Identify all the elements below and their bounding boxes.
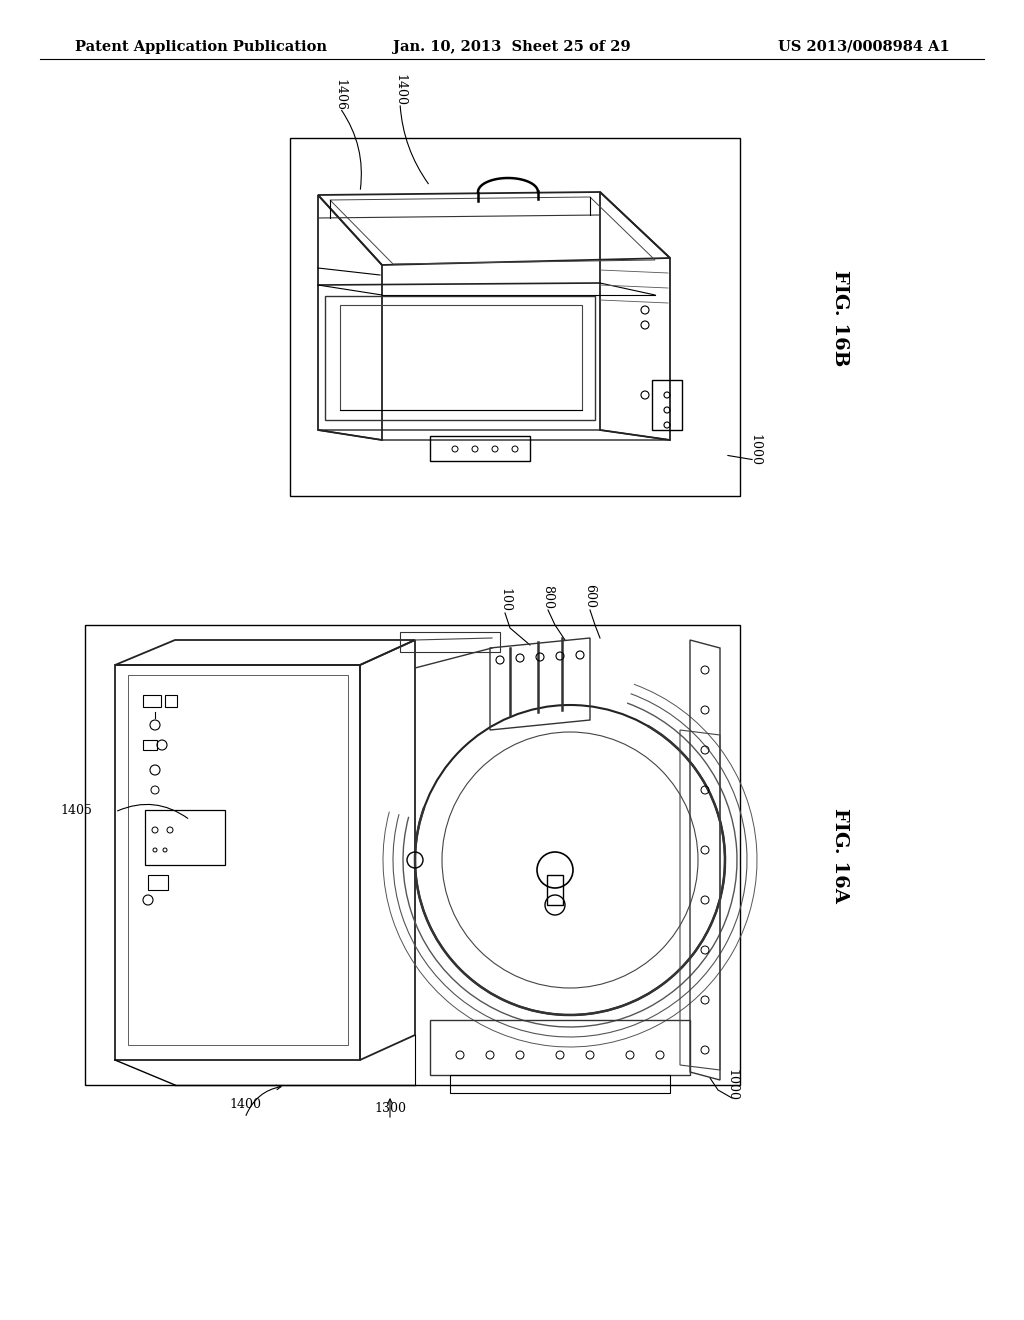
Text: 100: 100 xyxy=(499,587,512,612)
Bar xyxy=(148,875,168,890)
Bar xyxy=(290,139,740,496)
Text: Jan. 10, 2013  Sheet 25 of 29: Jan. 10, 2013 Sheet 25 of 29 xyxy=(393,40,631,54)
Bar xyxy=(85,624,740,1085)
Text: 1406: 1406 xyxy=(334,79,346,111)
Bar xyxy=(450,1074,670,1093)
Text: 1300: 1300 xyxy=(374,1101,406,1114)
Text: 800: 800 xyxy=(542,585,555,609)
Text: FIG. 16A: FIG. 16A xyxy=(831,808,849,903)
Text: 1000: 1000 xyxy=(749,434,762,466)
Bar xyxy=(143,696,161,708)
Bar xyxy=(652,380,682,430)
Bar xyxy=(145,810,225,865)
Text: US 2013/0008984 A1: US 2013/0008984 A1 xyxy=(778,40,950,54)
Text: 600: 600 xyxy=(584,583,597,609)
Bar xyxy=(143,741,157,750)
Text: FIG. 16B: FIG. 16B xyxy=(831,269,849,366)
Bar xyxy=(430,436,530,461)
Text: Patent Application Publication: Patent Application Publication xyxy=(75,40,327,54)
Bar xyxy=(400,632,500,652)
Text: 1400: 1400 xyxy=(393,74,407,106)
Text: 1400: 1400 xyxy=(229,1098,261,1111)
Bar xyxy=(165,696,177,708)
Text: 1000: 1000 xyxy=(725,1069,738,1101)
Bar xyxy=(547,875,563,906)
Text: 1405: 1405 xyxy=(60,804,92,817)
